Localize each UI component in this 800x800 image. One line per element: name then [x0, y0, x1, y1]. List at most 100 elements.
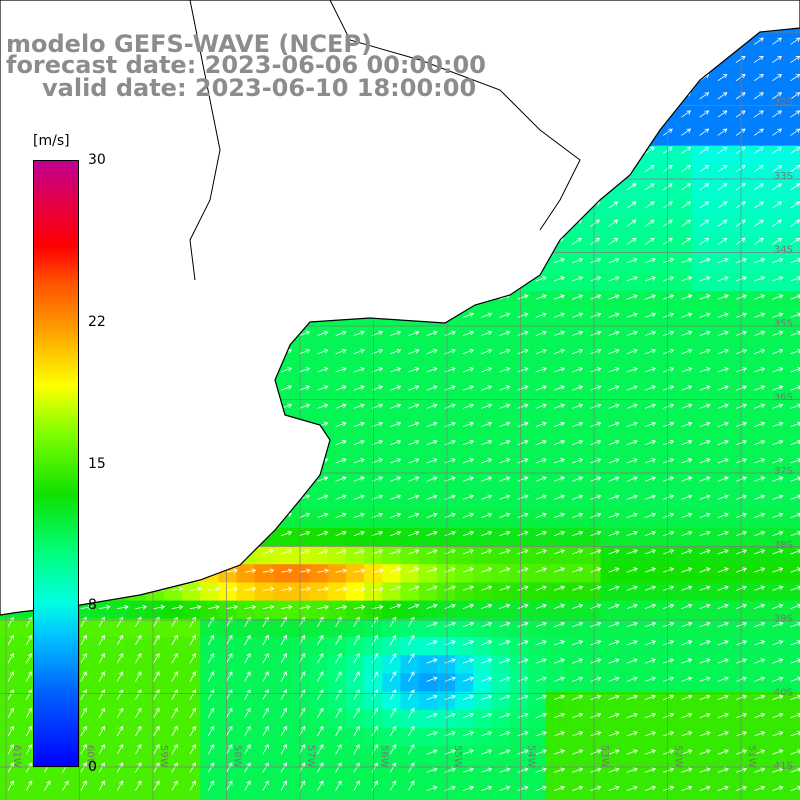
wind-cell	[673, 600, 693, 620]
wind-arrow	[790, 586, 800, 591]
wind-arrowhead	[760, 294, 766, 299]
wind-arrow	[717, 331, 729, 336]
wind-arrowhead	[523, 367, 529, 372]
wind-cell	[473, 473, 492, 492]
wind-cell	[91, 746, 110, 765]
wind-cell	[473, 564, 492, 583]
wind-arrowhead	[724, 294, 729, 299]
wind-arrow	[553, 622, 565, 628]
wind-arrowhead	[578, 257, 584, 263]
wind-arrow	[408, 586, 419, 591]
wind-cell	[637, 182, 656, 201]
wind-cell	[746, 473, 765, 492]
wind-cell	[436, 382, 456, 401]
wind-arrow	[681, 128, 691, 136]
wind-cell	[564, 254, 583, 274]
wind-cell	[637, 345, 656, 365]
wind-cell	[236, 782, 256, 800]
wind-cell	[764, 200, 784, 219]
wind-arrowhead	[87, 604, 93, 610]
wind-cell	[728, 691, 747, 711]
wind-arrow	[553, 367, 565, 373]
wind-arrow	[717, 495, 729, 500]
wind-arrow	[717, 258, 729, 264]
wind-cell	[709, 218, 729, 238]
wind-cell	[782, 364, 800, 383]
wind-arrowhead	[378, 476, 384, 481]
wind-arrowhead	[451, 476, 456, 481]
wind-arrow	[335, 440, 347, 446]
wind-cell	[218, 691, 238, 711]
wind-arrowhead	[451, 549, 456, 554]
wind-cell	[600, 764, 620, 784]
wind-arrowhead	[704, 146, 710, 152]
wind-arrow	[735, 146, 746, 154]
wind-cell	[782, 673, 800, 693]
wind-cell	[582, 345, 602, 365]
wind-arrow	[371, 617, 378, 627]
wind-cell	[764, 236, 784, 256]
wind-arrow	[626, 422, 638, 427]
wind-cell	[673, 418, 693, 438]
wind-cell	[655, 691, 674, 711]
wind-arrow	[644, 146, 655, 154]
wind-cell	[600, 564, 620, 583]
wind-cell	[618, 509, 638, 529]
wind-cell	[709, 273, 729, 292]
wind-arrow	[644, 422, 656, 427]
wind-arrow	[426, 586, 438, 591]
wind-arrowhead	[687, 403, 693, 408]
wind-cell	[382, 364, 401, 383]
wind-cell	[764, 345, 784, 365]
wind-arrow	[772, 276, 783, 282]
wind-arrow	[754, 367, 765, 373]
wind-arrowhead	[760, 585, 766, 590]
wind-arrow	[608, 531, 620, 537]
wind-arrow	[535, 568, 547, 573]
wind-cell	[673, 546, 693, 565]
wind-cell	[345, 546, 365, 565]
wind-cell	[109, 764, 128, 784]
wind-cell	[200, 600, 219, 620]
wind-arrow	[681, 219, 691, 227]
wind-arrow	[663, 440, 674, 446]
wind-arrowhead	[469, 367, 475, 372]
wind-arrowhead	[778, 348, 784, 354]
wind-arrowhead	[760, 348, 766, 354]
wind-arrow	[299, 386, 310, 391]
wind-cell	[746, 527, 765, 547]
wind-arrowhead	[523, 621, 529, 627]
wind-arrowhead	[578, 549, 584, 554]
wind-arrow	[754, 404, 765, 409]
wind-cell	[673, 291, 693, 310]
wind-cell	[782, 527, 800, 547]
wind-arrow	[772, 55, 782, 63]
wind-arrow	[390, 349, 401, 355]
wind-arrowhead	[722, 110, 728, 115]
wind-arrowhead	[614, 421, 620, 427]
wind-cell	[309, 509, 329, 529]
wind-arrow	[663, 422, 674, 427]
wind-arrow	[790, 495, 800, 500]
wind-cell	[163, 764, 183, 784]
wind-arrowhead	[669, 367, 675, 372]
wind-arrow	[790, 55, 800, 63]
wind-arrowhead	[614, 476, 620, 481]
wind-arrowhead	[378, 458, 384, 463]
wind-cell	[91, 600, 110, 620]
wind-cell	[382, 382, 401, 401]
wind-arrowhead	[633, 257, 638, 263]
wind-arrowhead	[233, 568, 238, 574]
wind-arrowhead	[759, 110, 764, 115]
wind-arrowhead	[523, 585, 529, 590]
wind-cell	[400, 382, 420, 401]
wind-arrow	[481, 458, 492, 464]
wind-arrow	[717, 276, 729, 282]
wind-arrowhead	[724, 567, 729, 572]
wind-arrowhead	[669, 312, 675, 317]
wind-arrow	[444, 549, 456, 555]
wind-cell	[637, 564, 656, 583]
wind-cell	[509, 400, 529, 420]
wind-arrowhead	[596, 421, 602, 427]
wind-cell	[782, 309, 800, 329]
